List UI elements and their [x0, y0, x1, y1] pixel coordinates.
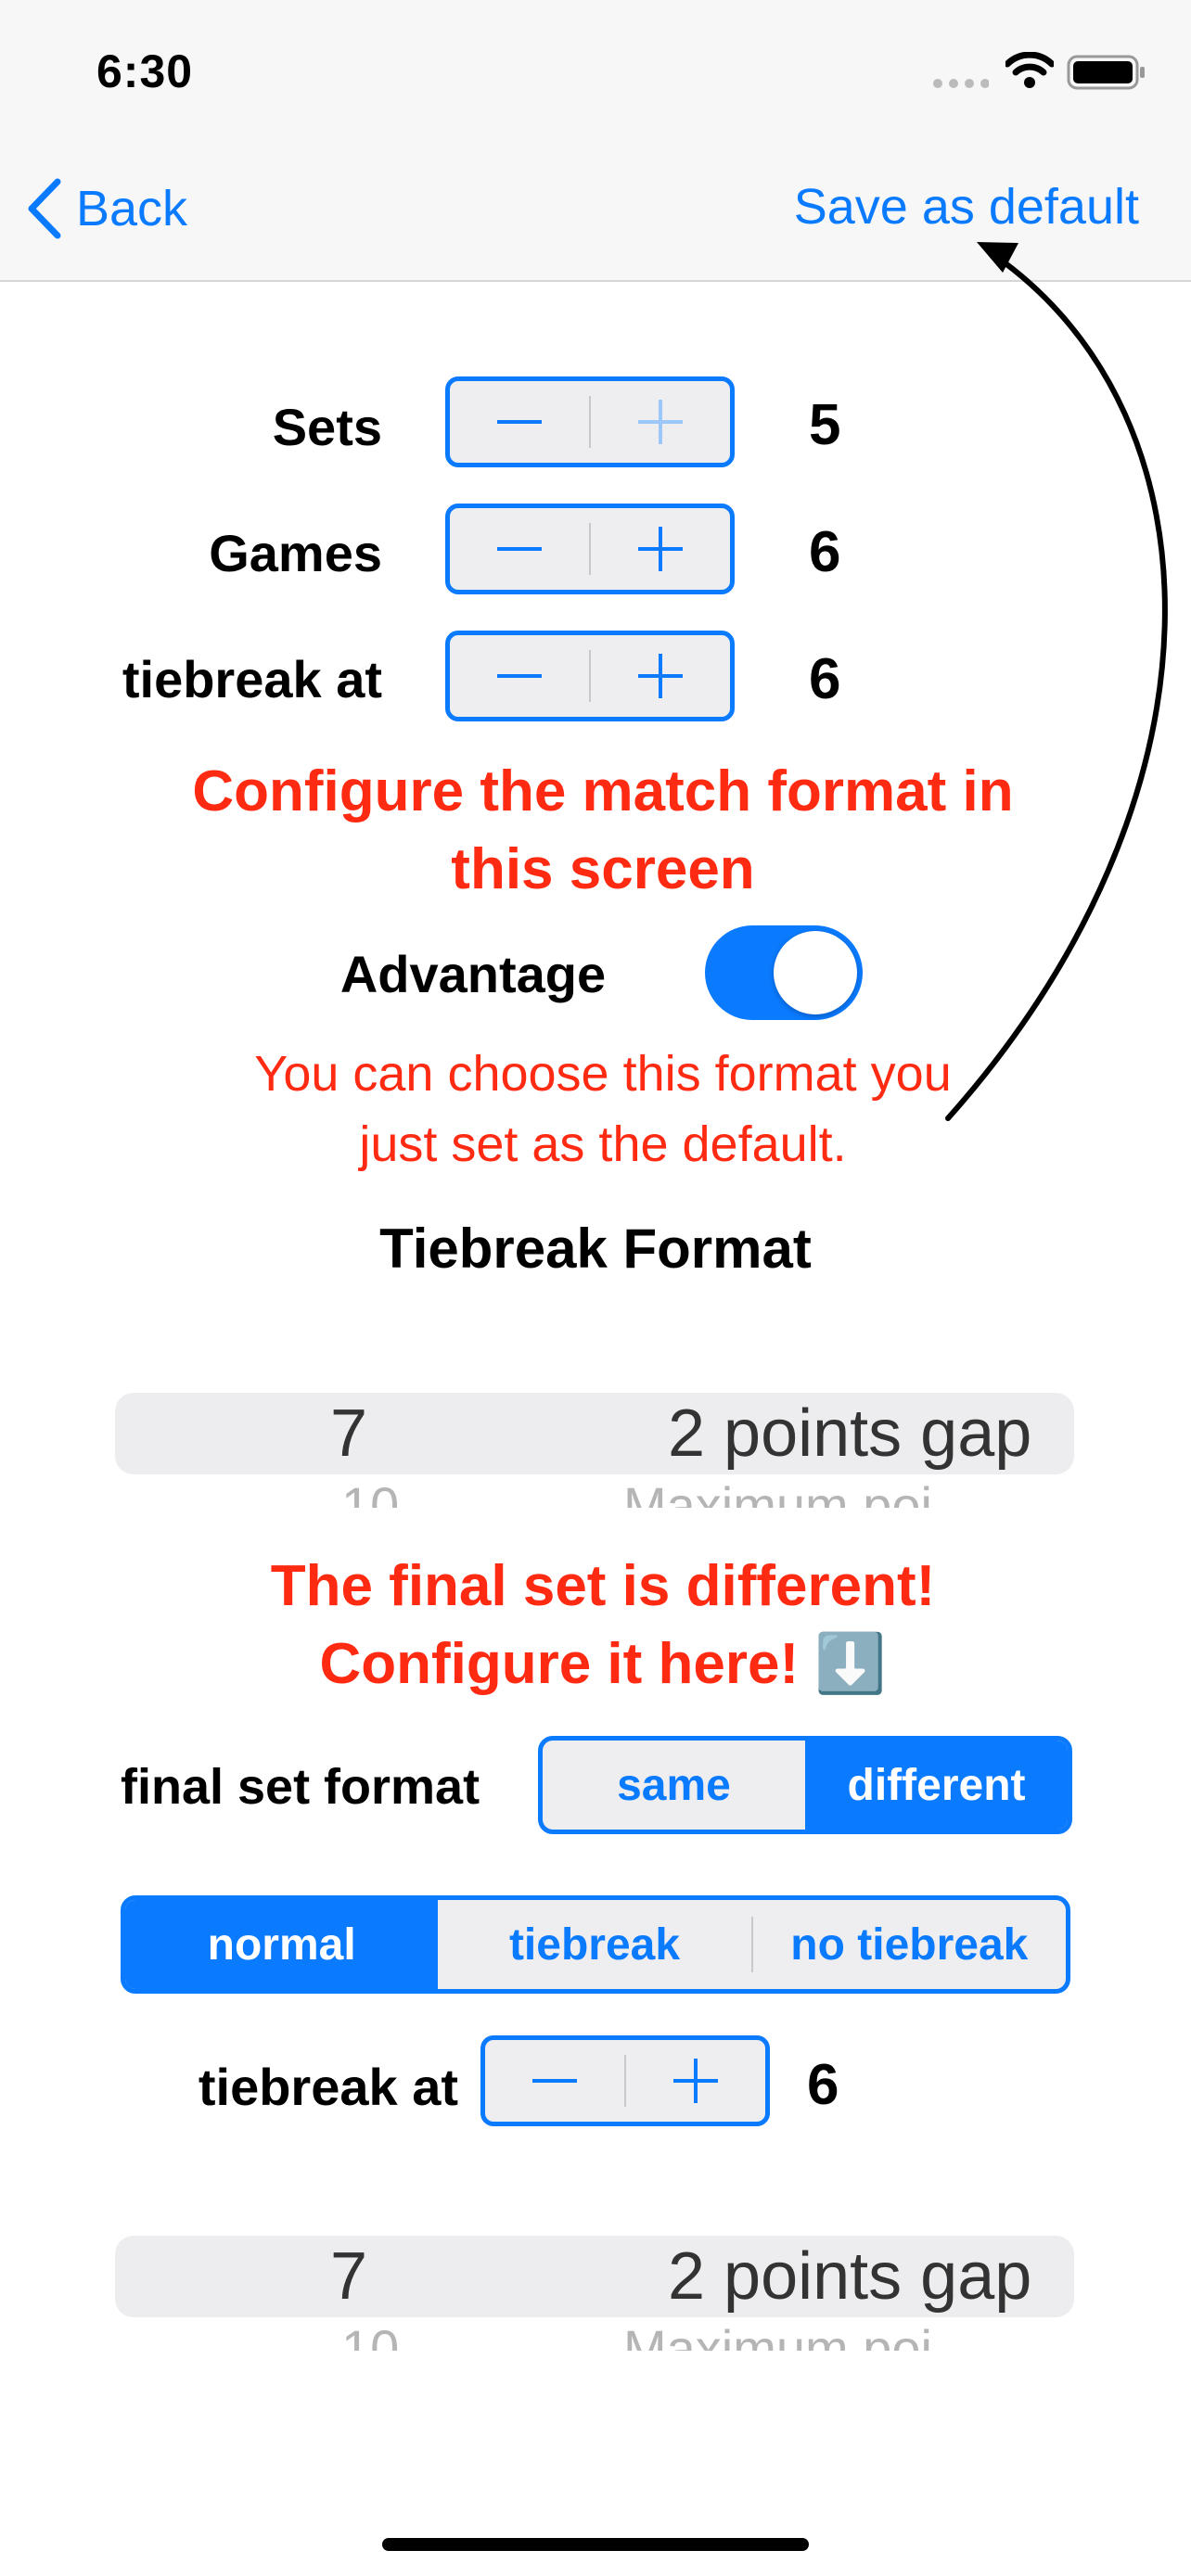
final-tiebreak-decrement-button[interactable] — [485, 2040, 624, 2122]
tiebreak-at-label: tiebreak at — [122, 650, 382, 708]
tiebreak-value: 6 — [809, 647, 841, 711]
final-tiebreak-increment-button[interactable] — [626, 2040, 765, 2122]
advantage-toggle[interactable] — [705, 925, 863, 1020]
back-label: Back — [76, 181, 188, 236]
final-set-mode-control[interactable]: normal tiebreak no tiebreak — [121, 1895, 1070, 1994]
sets-decrement-button[interactable] — [450, 381, 589, 463]
save-as-default-button[interactable]: Save as default — [793, 179, 1139, 235]
toggle-knob — [774, 931, 857, 1014]
final-set-annotation: The final set is different! Configure it… — [270, 1554, 936, 1696]
games-value: 6 — [809, 520, 841, 584]
segment-no-tiebreak[interactable]: no tiebreak — [790, 1919, 1029, 1970]
battery-icon — [1067, 55, 1146, 95]
minus-icon — [497, 420, 542, 424]
tiebreak-picker-next-points: 10 — [341, 1480, 399, 1508]
tiebreak-picker-points[interactable]: 7 — [330, 1396, 368, 1471]
status-bar — [0, 0, 1191, 130]
sets-stepper[interactable] — [445, 376, 735, 467]
signal-icon — [933, 77, 990, 95]
tiebreak-picker-gap[interactable]: 2 points gap — [668, 1396, 1032, 1471]
games-stepper[interactable] — [445, 504, 735, 594]
games-increment-button[interactable] — [591, 508, 730, 590]
final-tiebreak-picker[interactable] — [115, 2236, 1074, 2317]
tiebreak-decrement-button[interactable] — [450, 635, 589, 717]
final-set-format-control[interactable]: same different — [538, 1736, 1072, 1834]
plus-icon — [638, 400, 683, 444]
final-set-format-label: final set format — [121, 1759, 480, 1815]
sets-increment-button[interactable] — [591, 381, 730, 463]
final-tiebreak-value: 6 — [807, 2053, 839, 2117]
arrow-annotation — [945, 242, 1168, 1121]
games-decrement-button[interactable] — [450, 508, 589, 590]
plus-icon — [673, 2059, 718, 2103]
back-button[interactable]: Back — [26, 176, 187, 241]
minus-icon — [532, 2079, 577, 2083]
home-indicator — [382, 2538, 809, 2551]
configure-annotation: Configure the match format in this scree… — [192, 759, 1014, 901]
final-picker-next-points: 10 — [341, 2323, 399, 2351]
games-label: Games — [209, 524, 382, 582]
final-picker-gap[interactable]: 2 points gap — [668, 2239, 1032, 2314]
segment-same[interactable]: same — [617, 1760, 731, 1810]
tiebreak-increment-button[interactable] — [591, 635, 730, 717]
plus-icon — [638, 527, 683, 571]
final-tiebreak-at-label: tiebreak at — [198, 2058, 458, 2116]
status-time: 6:30 — [96, 45, 194, 97]
final-tiebreak-stepper[interactable] — [480, 2035, 770, 2126]
tiebreak-picker-next-gap: Maximum poi — [623, 1480, 932, 1508]
plus-icon — [638, 654, 683, 698]
tiebreak-format-title: Tiebreak Format — [379, 1218, 812, 1280]
sets-value: 5 — [809, 393, 841, 457]
tiebreak-picker[interactable] — [115, 1393, 1074, 1474]
default-hint-annotation: You can choose this format you just set … — [254, 1046, 952, 1172]
final-picker-next-gap: Maximum poi — [623, 2323, 932, 2351]
final-picker-points[interactable]: 7 — [330, 2239, 368, 2314]
wifi-icon — [1004, 51, 1056, 94]
segment-tiebreak[interactable]: tiebreak — [508, 1919, 681, 1970]
sets-label: Sets — [272, 398, 382, 456]
segment-normal[interactable]: normal — [125, 1900, 439, 1989]
segment-different[interactable]: different — [805, 1741, 1068, 1830]
minus-icon — [497, 547, 542, 551]
chevron-left-icon — [28, 178, 61, 239]
minus-icon — [497, 674, 542, 678]
advantage-label: Advantage — [339, 945, 607, 1003]
tiebreak-stepper[interactable] — [445, 631, 735, 721]
